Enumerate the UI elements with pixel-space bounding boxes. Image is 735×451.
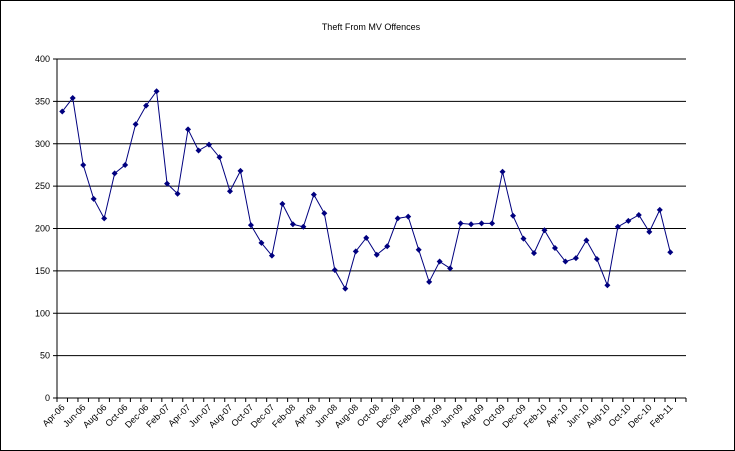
series-theft-from-mv [59, 88, 674, 292]
data-point [80, 161, 87, 168]
data-point [646, 228, 653, 235]
y-tick-label: 350 [35, 96, 50, 106]
data-point [635, 211, 642, 218]
data-point [457, 220, 464, 227]
gridlines [57, 58, 686, 357]
data-point [206, 141, 213, 148]
y-tick-label: 250 [35, 181, 50, 191]
data-point [583, 237, 590, 244]
data-point [593, 256, 600, 263]
data-point [489, 220, 496, 227]
series-line [61, 89, 671, 290]
data-point [216, 154, 223, 161]
data-point [195, 147, 202, 154]
y-tick-label: 100 [35, 308, 50, 318]
data-point [373, 251, 380, 258]
data-point [405, 213, 412, 220]
data-point [258, 239, 265, 246]
data-point [604, 282, 611, 289]
data-point [268, 252, 275, 259]
data-point [625, 217, 632, 224]
data-point [310, 191, 317, 198]
y-tick-label: 200 [35, 224, 50, 234]
x-tick-label: Aug-07 [207, 402, 235, 430]
x-tick-label: Dec-10 [626, 402, 654, 430]
data-point [384, 243, 391, 250]
data-point [90, 195, 97, 202]
chart-title: Theft From MV Offences [322, 22, 421, 32]
data-point [363, 234, 370, 241]
data-point [237, 167, 244, 174]
data-point [426, 278, 433, 285]
x-tick-label: Feb-11 [648, 402, 675, 429]
data-point [551, 244, 558, 251]
data-point [132, 121, 139, 128]
x-tick-label: Aug-08 [333, 402, 361, 430]
data-point [153, 88, 160, 95]
x-tick-label: Aug-06 [81, 402, 109, 430]
data-point [122, 161, 129, 168]
x-tick-label: Feb-10 [522, 402, 549, 429]
data-point [541, 227, 548, 234]
data-point [499, 168, 506, 175]
data-point [321, 210, 328, 217]
data-point [572, 255, 579, 262]
data-point [69, 94, 76, 101]
data-point [530, 250, 537, 257]
y-axis: 0 50 100 150 200 250 300 350 400 [35, 54, 58, 403]
x-tick-label: Aug-09 [458, 402, 486, 430]
data-point [101, 215, 108, 222]
data-point [300, 223, 307, 230]
data-point [111, 170, 118, 177]
data-point [394, 215, 401, 222]
data-point [185, 126, 192, 133]
data-point [468, 221, 475, 228]
x-tick-label: Feb-08 [270, 402, 297, 429]
data-point [562, 258, 569, 265]
data-point [247, 222, 254, 229]
data-point [143, 102, 150, 109]
data-point [478, 220, 485, 227]
y-tick-label: 0 [45, 393, 50, 403]
x-tick-label: Feb-07 [144, 402, 171, 429]
data-point [59, 108, 66, 115]
data-point [331, 267, 338, 274]
data-point [436, 258, 443, 265]
data-point [164, 180, 171, 187]
x-tick-label: Aug-10 [584, 402, 612, 430]
x-axis: Apr-06Jun-06Aug-06Oct-06Dec-06Feb-07Apr-… [40, 397, 687, 430]
data-point [510, 212, 517, 219]
data-point [667, 249, 674, 256]
data-point [656, 206, 663, 213]
data-point [614, 223, 621, 230]
y-tick-label: 50 [40, 351, 50, 361]
y-tick-label: 300 [35, 139, 50, 149]
data-point [352, 248, 359, 255]
data-point [289, 221, 296, 228]
data-point [415, 246, 422, 253]
y-tick-label: 150 [35, 266, 50, 276]
data-point [342, 285, 349, 292]
y-tick-label: 400 [35, 54, 50, 64]
data-point [520, 235, 527, 242]
x-tick-label: Feb-09 [396, 402, 423, 429]
data-point [279, 200, 286, 207]
data-point [226, 188, 233, 195]
data-point [174, 190, 181, 197]
data-point [447, 265, 454, 272]
